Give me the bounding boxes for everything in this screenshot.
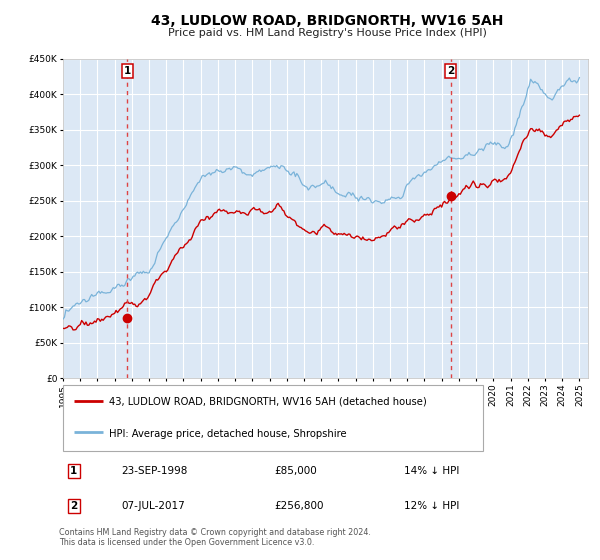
Text: 2: 2	[447, 66, 454, 76]
Text: 07-JUL-2017: 07-JUL-2017	[121, 501, 185, 511]
Text: 2: 2	[70, 501, 77, 511]
Text: 12% ↓ HPI: 12% ↓ HPI	[404, 501, 460, 511]
Text: 1: 1	[124, 66, 131, 76]
Text: 43, LUDLOW ROAD, BRIDGNORTH, WV16 5AH (detached house): 43, LUDLOW ROAD, BRIDGNORTH, WV16 5AH (d…	[109, 397, 427, 407]
Text: 1: 1	[70, 466, 77, 476]
Text: 43, LUDLOW ROAD, BRIDGNORTH, WV16 5AH: 43, LUDLOW ROAD, BRIDGNORTH, WV16 5AH	[151, 14, 503, 28]
Text: £85,000: £85,000	[275, 466, 317, 476]
Text: £256,800: £256,800	[275, 501, 324, 511]
Text: HPI: Average price, detached house, Shropshire: HPI: Average price, detached house, Shro…	[109, 428, 347, 438]
Text: Contains HM Land Registry data © Crown copyright and database right 2024.
This d: Contains HM Land Registry data © Crown c…	[59, 528, 371, 547]
Text: 14% ↓ HPI: 14% ↓ HPI	[404, 466, 460, 476]
Text: Price paid vs. HM Land Registry's House Price Index (HPI): Price paid vs. HM Land Registry's House …	[167, 28, 487, 38]
Text: 23-SEP-1998: 23-SEP-1998	[121, 466, 187, 476]
FancyBboxPatch shape	[63, 385, 483, 451]
